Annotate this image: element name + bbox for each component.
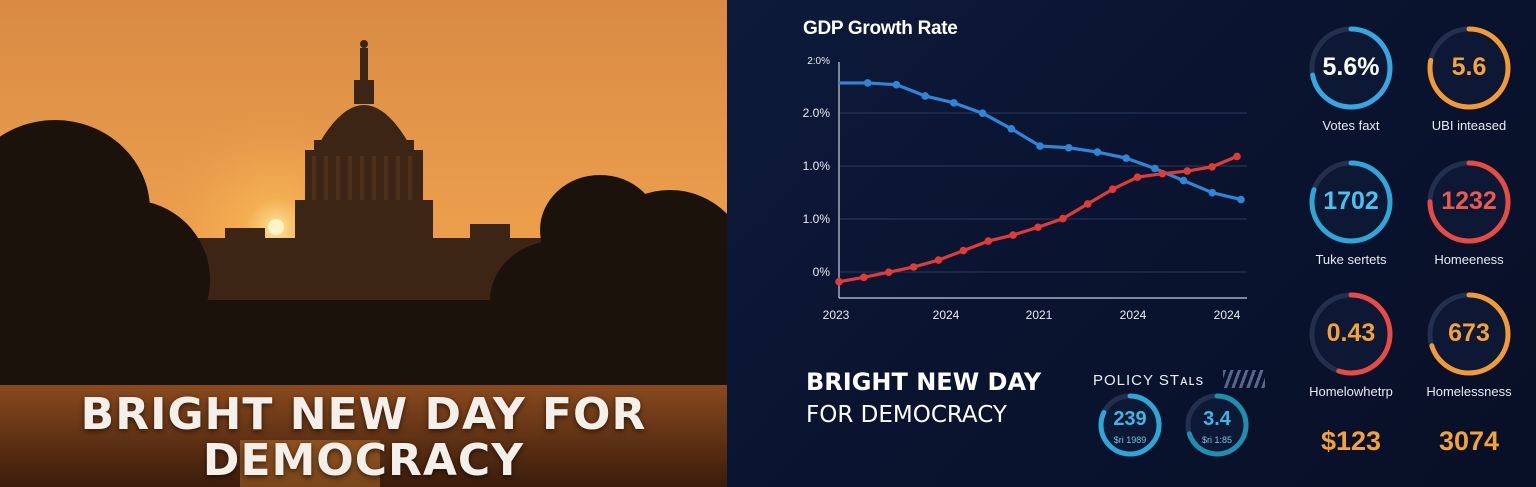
gauge-arc xyxy=(1309,292,1393,376)
stat-gauge-label: Homelessness xyxy=(1426,384,1512,399)
series-point xyxy=(1009,231,1017,239)
gauge-value: 1702 xyxy=(1323,186,1379,215)
series-point xyxy=(1233,152,1241,161)
series-point xyxy=(1133,173,1142,181)
series-point xyxy=(1158,169,1167,178)
series-point xyxy=(1083,200,1092,208)
capitol-illustration xyxy=(0,0,727,487)
series-point xyxy=(835,277,843,286)
stat-gauge: 1702 xyxy=(1307,158,1395,246)
money-value: 3074 xyxy=(1438,426,1500,456)
series-point xyxy=(1183,167,1192,175)
series-point xyxy=(860,273,868,282)
series-point xyxy=(892,80,901,89)
photo-headline: BRIGHT NEW DAY FOR DEMOCRACY xyxy=(80,389,647,486)
x-tick-label: 2024 xyxy=(1214,308,1241,322)
gauge-subvalue: $ri 1:85 xyxy=(1201,435,1233,445)
capitol-sunset-photo: BRIGHT NEW DAY FOR DEMOCRACY xyxy=(0,0,727,487)
gauge-value: 673 xyxy=(1448,318,1490,347)
y-tick-label: 0% xyxy=(813,265,831,279)
policy-gauge: 239 $ri 1989 xyxy=(1096,391,1164,459)
dashboard-headline-line1: BRIGHT NEW DAY xyxy=(806,368,1042,396)
y-tick-label: 2.0% xyxy=(803,106,831,120)
dashboard-panel: GDP Growth Rate 2:0% 2.0% 1.0% 1.0% 0% 2023 2… xyxy=(727,0,1536,487)
series-point xyxy=(1208,188,1217,197)
policy-gauge: 3.4 $ri 1:85 xyxy=(1183,391,1251,459)
series-point xyxy=(1237,195,1245,204)
gauge-arc xyxy=(1427,26,1511,110)
y-tick-label: 1.0% xyxy=(803,159,831,173)
money-value: $123 xyxy=(1320,426,1382,456)
gauge-value: 239 xyxy=(1113,407,1147,430)
gauge-arc xyxy=(1185,393,1249,457)
series-point xyxy=(950,99,958,107)
gauge-arc xyxy=(1309,26,1393,110)
gauge-value: 3.4 xyxy=(1203,407,1231,430)
stat-gauge: 5.6 xyxy=(1425,24,1513,112)
x-tick-label: 2023 xyxy=(823,308,850,322)
x-tick-label: 2021 xyxy=(1026,308,1053,322)
gauge-value: 0.43 xyxy=(1326,318,1376,347)
gauge-arc xyxy=(1427,160,1511,244)
x-tick-label: 2024 xyxy=(933,308,960,322)
x-tick-label: 2024 xyxy=(1120,308,1147,322)
gauge-arc xyxy=(1427,292,1511,376)
series-point xyxy=(921,92,929,100)
series-point xyxy=(984,237,993,245)
series-point xyxy=(1208,162,1216,171)
gdp-line-chart: 2:0% 2.0% 1.0% 1.0% 0% 2023 2024 2021 2024 2024 xyxy=(803,56,1247,322)
series-point xyxy=(1059,214,1067,223)
series-point xyxy=(978,109,987,117)
stat-gauge-label: UBI inteased xyxy=(1431,118,1507,133)
chart-title: GDP Growth Rate xyxy=(803,18,958,39)
gauge-value: 5.6% xyxy=(1322,52,1380,81)
series-point xyxy=(884,268,893,276)
gauge-arc xyxy=(1309,160,1393,244)
series-point xyxy=(1093,148,1102,156)
stat-gauge: 0.43 xyxy=(1307,290,1395,378)
series-point xyxy=(1151,164,1159,173)
sun xyxy=(268,219,284,235)
series-point xyxy=(1179,176,1188,185)
series-point xyxy=(1034,223,1042,232)
series-point xyxy=(1036,142,1044,150)
dashboard-headline-line2: FOR DEMOCRACY xyxy=(806,402,1007,428)
policy-stripes xyxy=(1223,370,1265,388)
stat-gauge-label: Homelowhetrp xyxy=(1309,384,1393,399)
series-point xyxy=(959,246,968,255)
series-point xyxy=(1007,124,1016,133)
stat-gauge: 5.6% xyxy=(1307,24,1395,112)
trees xyxy=(0,120,727,400)
y-tick-label: 1.0% xyxy=(803,212,831,226)
series-point xyxy=(1122,154,1130,162)
series-point xyxy=(909,263,918,271)
gauge-subvalue: $ri 1989 xyxy=(1113,435,1147,445)
series-point xyxy=(1064,143,1073,152)
series-point xyxy=(1108,185,1117,194)
y-tick-label: 2:0% xyxy=(807,56,830,67)
series-point xyxy=(863,79,872,87)
gauge-value: 1232 xyxy=(1441,186,1497,215)
stat-gauge: 673 xyxy=(1425,290,1513,378)
stat-gauge-label: Votes faxt xyxy=(1322,118,1380,133)
stat-gauge: 1232 xyxy=(1425,158,1513,246)
gauge-value: 5.6 xyxy=(1451,52,1487,81)
reflecting-pool xyxy=(0,385,727,487)
series-point xyxy=(934,256,943,264)
stat-gauge-label: Homeeness xyxy=(1434,252,1504,267)
policy-stats-title: POLICY STᴀʟs xyxy=(1093,372,1205,389)
gauge-arc xyxy=(1098,393,1162,457)
stat-gauge-label: Tuke sertets xyxy=(1315,252,1387,267)
